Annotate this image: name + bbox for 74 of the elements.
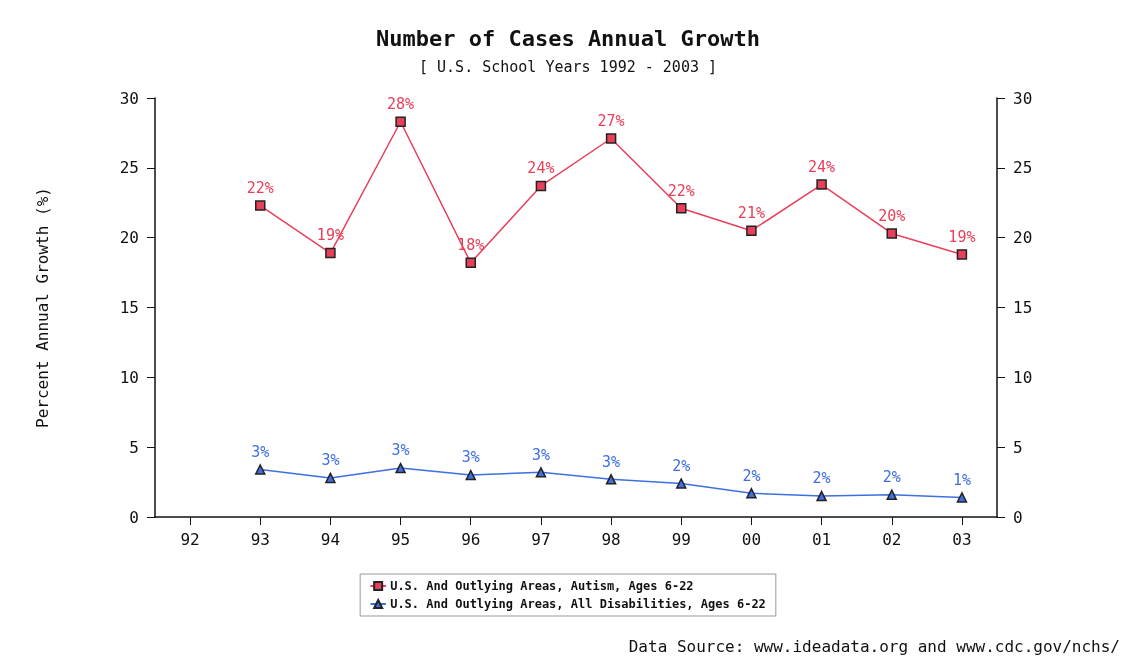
chart-title: Number of Cases Annual Growth bbox=[375, 25, 761, 51]
data-label: 2% bbox=[672, 456, 691, 475]
y2-tick-label: 30 bbox=[1013, 88, 1033, 108]
data-label: 28% bbox=[387, 94, 415, 113]
point bbox=[816, 490, 827, 502]
source-note: Data Source: www.ideadata.org and www.cdc.gov/nchs/ bbox=[628, 636, 1121, 656]
data-label: 3% bbox=[531, 445, 550, 464]
data-label: 2% bbox=[812, 469, 831, 488]
x-tick-label: 01 bbox=[811, 529, 832, 549]
x-tick-label: 96 bbox=[461, 529, 481, 549]
data-label: 3% bbox=[602, 452, 621, 471]
y2-tick-label: 15 bbox=[1013, 298, 1033, 317]
point bbox=[676, 203, 687, 214]
data-label: 19% bbox=[948, 227, 976, 246]
data-label: 3% bbox=[391, 441, 410, 460]
y-tick-label: 15 bbox=[119, 298, 139, 317]
point bbox=[816, 179, 827, 190]
x-tick-label: 93 bbox=[250, 529, 270, 549]
point bbox=[605, 133, 617, 144]
legend-label: U.S. And Outlying Areas, Autism, Ages 6-22 bbox=[390, 579, 694, 593]
x-tick-label: 98 bbox=[601, 529, 621, 549]
x-tick-label: 97 bbox=[531, 529, 551, 549]
y-tick-label: 5 bbox=[129, 437, 139, 457]
x-tick-label: 02 bbox=[882, 529, 902, 549]
point bbox=[395, 116, 406, 127]
point bbox=[535, 180, 547, 192]
data-label: 24% bbox=[527, 159, 555, 178]
y-tick-label: 0 bbox=[129, 507, 139, 527]
point bbox=[465, 469, 476, 481]
y2-tick-label: 25 bbox=[1013, 158, 1033, 178]
data-label: 1% bbox=[952, 470, 971, 489]
y-axis-title: Percent Annual Growth (%) bbox=[32, 187, 52, 428]
point bbox=[676, 478, 687, 489]
y2-tick-label: 20 bbox=[1013, 228, 1033, 248]
y-tick-label: 10 bbox=[119, 367, 139, 387]
data-label: 22% bbox=[667, 181, 695, 200]
data-label: 20% bbox=[878, 206, 906, 225]
data-label: 2% bbox=[742, 466, 761, 485]
point bbox=[255, 200, 266, 211]
data-label: 27% bbox=[597, 111, 625, 130]
point bbox=[746, 488, 757, 499]
y2-tick-label: 10 bbox=[1013, 367, 1033, 387]
y-tick-label: 25 bbox=[119, 158, 139, 178]
data-label: 21% bbox=[737, 203, 765, 222]
point bbox=[605, 474, 617, 485]
point bbox=[465, 257, 476, 269]
chart-subtitle: [ U.S. School Years 1992 - 2003 ] bbox=[418, 57, 718, 76]
point bbox=[886, 489, 897, 500]
point bbox=[395, 462, 406, 474]
point bbox=[956, 249, 968, 260]
data-label: 22% bbox=[246, 178, 274, 197]
x-tick-label: 94 bbox=[320, 529, 341, 549]
x-tick-label: 92 bbox=[180, 529, 200, 549]
point bbox=[886, 228, 897, 239]
point bbox=[325, 472, 336, 484]
x-tick-label: 03 bbox=[952, 529, 972, 549]
data-label: 24% bbox=[808, 157, 836, 176]
data-label: 3% bbox=[321, 451, 340, 470]
point bbox=[535, 467, 547, 478]
y2-tick-label: 5 bbox=[1013, 437, 1023, 457]
y-tick-label: 20 bbox=[119, 228, 139, 248]
point bbox=[325, 247, 336, 259]
legend-label: U.S. And Outlying Areas, All Disabilities, Ages 6-22 bbox=[390, 597, 766, 611]
point bbox=[255, 464, 266, 475]
data-label: 2% bbox=[882, 467, 901, 486]
point bbox=[956, 492, 968, 503]
x-tick-label: 99 bbox=[671, 529, 691, 549]
x-tick-label: 95 bbox=[390, 529, 411, 549]
data-label: 3% bbox=[461, 448, 480, 467]
point bbox=[746, 225, 757, 236]
y2-tick-label: 0 bbox=[1013, 507, 1023, 527]
y-tick-label: 30 bbox=[119, 88, 139, 108]
x-tick-label: 00 bbox=[741, 529, 762, 549]
data-label: 3% bbox=[251, 442, 270, 461]
